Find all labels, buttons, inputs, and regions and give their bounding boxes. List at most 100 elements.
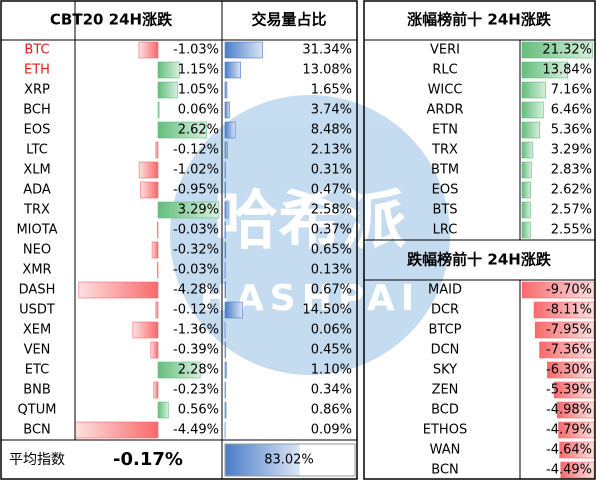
change-bar xyxy=(521,61,568,79)
coin-name: DCR xyxy=(431,303,459,318)
volume-bar xyxy=(224,181,226,199)
change-label: 2.62% xyxy=(178,123,219,138)
change-bar xyxy=(151,241,159,259)
change-label: -4.98% xyxy=(546,403,592,418)
volume-label: 0.31% xyxy=(311,163,352,178)
coin-name: NEO xyxy=(23,243,51,258)
change-bar xyxy=(138,161,159,179)
coin-name: ETC xyxy=(25,363,49,378)
change-label: -8.11% xyxy=(546,303,592,318)
change-bar xyxy=(155,301,159,319)
coin-name: BTCP xyxy=(428,323,461,338)
volume-label: 0.34% xyxy=(311,383,352,398)
volume-label: 1.10% xyxy=(311,363,352,378)
change-bar xyxy=(157,61,180,79)
change-bar xyxy=(539,341,595,359)
volume-label: 0.13% xyxy=(311,263,352,278)
change-bar xyxy=(521,221,531,239)
coin-name: BCH xyxy=(23,103,51,118)
change-bar xyxy=(157,201,220,219)
coin-name: VERI xyxy=(430,43,460,58)
coin-name: MAID xyxy=(428,283,462,298)
change-bar xyxy=(150,341,159,359)
table-title: CBT20 24H涨跌 xyxy=(50,11,173,29)
coin-name: BTS xyxy=(432,203,457,218)
coin-name: XEM xyxy=(23,323,51,338)
change-label: 3.29% xyxy=(551,143,592,158)
coin-name: EOS xyxy=(24,123,51,138)
change-bar xyxy=(521,121,540,139)
coin-name: LTC xyxy=(26,143,48,158)
change-label: -6.30% xyxy=(546,363,592,378)
change-label: -1.03% xyxy=(173,43,219,58)
volume-bar xyxy=(224,241,227,259)
coin-name: BTM xyxy=(431,163,459,178)
left-panel xyxy=(0,0,358,480)
volume-label: 13.08% xyxy=(302,63,352,78)
volume-bar xyxy=(224,61,241,79)
change-label: -7.36% xyxy=(546,343,592,358)
volume-label: 0.06% xyxy=(311,323,352,338)
change-label: -9.70% xyxy=(546,283,592,298)
volume-bar xyxy=(224,41,263,59)
change-label: 5.36% xyxy=(551,123,592,138)
change-label: -0.12% xyxy=(173,303,219,318)
change-bar xyxy=(547,361,595,379)
change-bar xyxy=(157,361,201,379)
change-bar xyxy=(534,321,595,339)
change-bar xyxy=(138,41,159,59)
change-label: 2.83% xyxy=(551,163,592,178)
volume-bar xyxy=(224,141,228,159)
coin-name: DCN xyxy=(431,343,460,358)
change-label: 21.32% xyxy=(542,43,592,58)
change-bar xyxy=(155,141,159,159)
change-bar xyxy=(560,461,595,479)
coin-name: BCN xyxy=(431,463,459,478)
change-bar xyxy=(157,101,160,119)
change-label: 2.62% xyxy=(551,183,592,198)
change-bar xyxy=(558,421,595,439)
table-title: 涨幅榜前十 24H涨跌 xyxy=(407,11,552,29)
coin-name: LRC xyxy=(433,223,458,238)
coin-name: ADA xyxy=(23,183,51,198)
change-label: -4.28% xyxy=(173,283,219,298)
change-bar xyxy=(157,81,178,99)
change-label: -4.79% xyxy=(546,423,592,438)
change-bar xyxy=(78,281,159,299)
coin-name: BNB xyxy=(23,383,51,398)
coin-name: BCD xyxy=(431,403,459,418)
change-label: 0.06% xyxy=(178,103,219,118)
change-label: 2.55% xyxy=(551,223,592,238)
volume-bar xyxy=(224,401,227,419)
volume-bar xyxy=(224,301,243,319)
coin-name: TRX xyxy=(23,203,50,218)
volume-label: 3.74% xyxy=(311,103,352,118)
change-label: -1.36% xyxy=(173,323,219,338)
change-bar xyxy=(521,201,531,219)
coin-name: ARDR xyxy=(427,103,464,118)
coin-name: XRP xyxy=(24,83,50,98)
change-label: -4.64% xyxy=(546,443,592,458)
volume-bar xyxy=(224,341,226,359)
volume-label: 0.09% xyxy=(311,423,352,438)
footer-change: -0.17% xyxy=(113,449,183,470)
change-label: -4.49% xyxy=(546,463,592,478)
change-label: -0.03% xyxy=(173,223,219,238)
coin-name: EOS xyxy=(432,183,459,198)
change-label: 1.15% xyxy=(178,63,219,78)
change-label: -0.23% xyxy=(173,383,219,398)
footer-label: 平均指数 xyxy=(9,452,65,468)
change-bar xyxy=(521,141,534,159)
coin-name: BCN xyxy=(23,423,51,438)
change-label: 7.16% xyxy=(551,83,592,98)
coin-name: WAN xyxy=(430,443,461,458)
volume-label: 0.67% xyxy=(311,283,352,298)
volume-label: 0.37% xyxy=(311,223,352,238)
footer-volume: 83.02% xyxy=(264,453,314,468)
volume-label: 0.86% xyxy=(311,403,352,418)
coin-name: BTC xyxy=(24,43,49,58)
change-label: 2.57% xyxy=(551,203,592,218)
volume-bar xyxy=(224,101,230,119)
coin-name: ETN xyxy=(432,123,458,138)
change-bar xyxy=(521,101,544,119)
